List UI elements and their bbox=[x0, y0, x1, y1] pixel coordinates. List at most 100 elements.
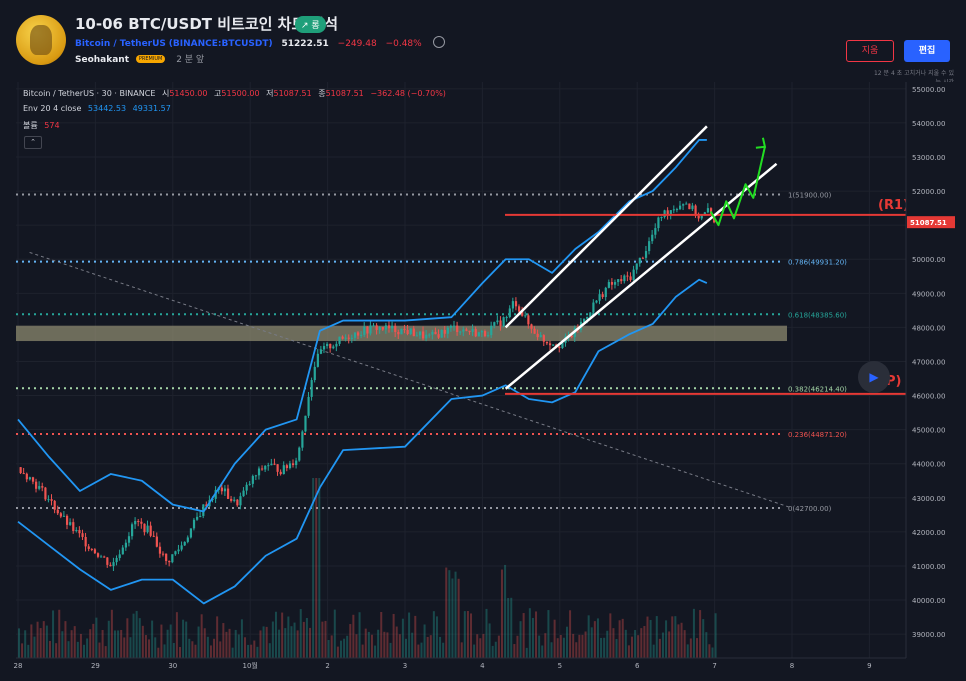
volume-bar bbox=[637, 635, 640, 658]
volume-bar bbox=[284, 628, 287, 658]
candle-body bbox=[685, 203, 688, 205]
projection-arrowhead bbox=[755, 137, 767, 149]
envelope-upper-line bbox=[17, 139, 707, 513]
volume-bar bbox=[361, 644, 364, 658]
volume-bar bbox=[117, 630, 120, 658]
candle-body bbox=[41, 486, 44, 488]
volume-bar bbox=[565, 626, 568, 658]
candle-body bbox=[422, 331, 425, 339]
candle-body bbox=[635, 263, 638, 270]
symbol-change-pct: −0.48% bbox=[385, 39, 422, 49]
candle-body bbox=[35, 481, 38, 489]
candle-body bbox=[245, 484, 248, 491]
resistance-label: (R1) bbox=[878, 198, 909, 213]
candle-body bbox=[682, 204, 685, 206]
candle-body bbox=[357, 332, 360, 336]
volume-bar bbox=[674, 616, 677, 658]
candle-body bbox=[59, 513, 62, 517]
volume-bar bbox=[680, 622, 683, 658]
volume-bar bbox=[64, 621, 67, 658]
fib-label-0: 0(42700.00) bbox=[788, 505, 832, 513]
volume-bar bbox=[287, 616, 290, 658]
candle-body bbox=[124, 542, 128, 548]
candle-body bbox=[121, 547, 124, 555]
candle-body bbox=[626, 275, 629, 277]
volume-bar bbox=[423, 624, 426, 658]
price-tick-label: 40000.00 bbox=[912, 597, 945, 605]
posted-time: 2 분 앞 bbox=[176, 55, 205, 65]
candle-body bbox=[514, 301, 518, 307]
volume-bar bbox=[519, 621, 522, 658]
alarm-clock-icon[interactable] bbox=[432, 36, 445, 48]
volume-bar bbox=[634, 629, 637, 658]
candle-body bbox=[87, 546, 90, 549]
candle-body bbox=[446, 327, 449, 334]
candle-body bbox=[177, 549, 180, 552]
volume-bar bbox=[268, 643, 271, 658]
volume-bar bbox=[58, 609, 61, 658]
candle-body bbox=[25, 473, 28, 480]
time-tick-label: 9 bbox=[867, 662, 871, 670]
candle-body bbox=[301, 431, 304, 448]
candle-body bbox=[350, 337, 354, 339]
volume-bar bbox=[228, 628, 231, 658]
volume-bar bbox=[120, 629, 123, 658]
candle-body bbox=[539, 335, 542, 338]
legend-symbol: Bitcoin / TetherUS · 30 · BINANCE bbox=[23, 89, 156, 98]
play-replay-button[interactable]: ▶ bbox=[858, 361, 890, 393]
price-tick-label: 45000.00 bbox=[912, 427, 945, 435]
volume-bar bbox=[380, 611, 383, 658]
volume-bar bbox=[426, 636, 429, 658]
volume-bar bbox=[504, 564, 507, 658]
volume-bar bbox=[513, 644, 516, 658]
candle-body bbox=[186, 537, 189, 542]
volume-bar bbox=[432, 611, 435, 658]
volume-bar bbox=[299, 609, 302, 658]
ohlc-legend: Bitcoin / TetherUS · 30 · BINANCE 시51450… bbox=[23, 89, 446, 98]
volume-bar bbox=[454, 571, 457, 658]
volume-bar bbox=[234, 629, 237, 658]
volume-bar bbox=[157, 647, 160, 658]
time-tick-label: 5 bbox=[558, 662, 562, 670]
candle-body bbox=[620, 279, 623, 282]
volume-bar bbox=[333, 609, 336, 658]
price-chart[interactable]: 1(51900.00) 0.786(49931.20) 0.618(48385.60… bbox=[0, 82, 966, 681]
volume-bar bbox=[470, 613, 473, 658]
volume-bar bbox=[374, 645, 377, 658]
volume-bar bbox=[584, 631, 587, 658]
volume-bar bbox=[448, 570, 451, 658]
candle-body bbox=[174, 551, 177, 555]
candle-body bbox=[638, 257, 641, 264]
exchange-link[interactable]: BINANCE:BTCUSDT bbox=[172, 39, 269, 49]
candle-body bbox=[592, 302, 595, 313]
candle-body bbox=[22, 473, 25, 475]
candle-body bbox=[654, 228, 657, 235]
volume-bar bbox=[473, 644, 476, 658]
post-header: 10-06 BTC/USDT 비트코인 차트 분석 ↗ 롱 Bitcoin / … bbox=[0, 0, 966, 86]
edit-button[interactable]: 편집 bbox=[904, 40, 950, 62]
candle-body bbox=[307, 396, 310, 416]
author-avatar[interactable] bbox=[16, 15, 66, 65]
symbol-link[interactable]: Bitcoin / TetherUS bbox=[75, 39, 166, 49]
candle-body bbox=[53, 500, 56, 510]
volume-bar bbox=[485, 608, 488, 658]
legend-change: −362.48 (−0.70%) bbox=[370, 89, 446, 98]
candle-body bbox=[196, 516, 199, 520]
volume-bar bbox=[135, 610, 138, 658]
candle-body bbox=[552, 344, 555, 346]
candle-body bbox=[100, 556, 103, 558]
candle-body bbox=[279, 471, 282, 475]
delete-button[interactable]: 지움 bbox=[846, 40, 894, 62]
volume-bar bbox=[278, 629, 281, 658]
envelope-legend: Env 20 4 close 53442.53 49331.57 bbox=[23, 104, 171, 113]
candle-body bbox=[387, 325, 391, 329]
author-name[interactable]: Seohakant bbox=[75, 55, 130, 65]
volume-bar bbox=[522, 613, 525, 658]
candle-body bbox=[127, 536, 131, 543]
collapse-legend-button[interactable]: ⌃ bbox=[24, 136, 42, 149]
volume-bar bbox=[219, 641, 222, 658]
candle-body bbox=[589, 312, 592, 317]
candle-body bbox=[347, 337, 350, 339]
time-tick-label: 30 bbox=[168, 662, 177, 670]
candle-body bbox=[462, 329, 465, 332]
